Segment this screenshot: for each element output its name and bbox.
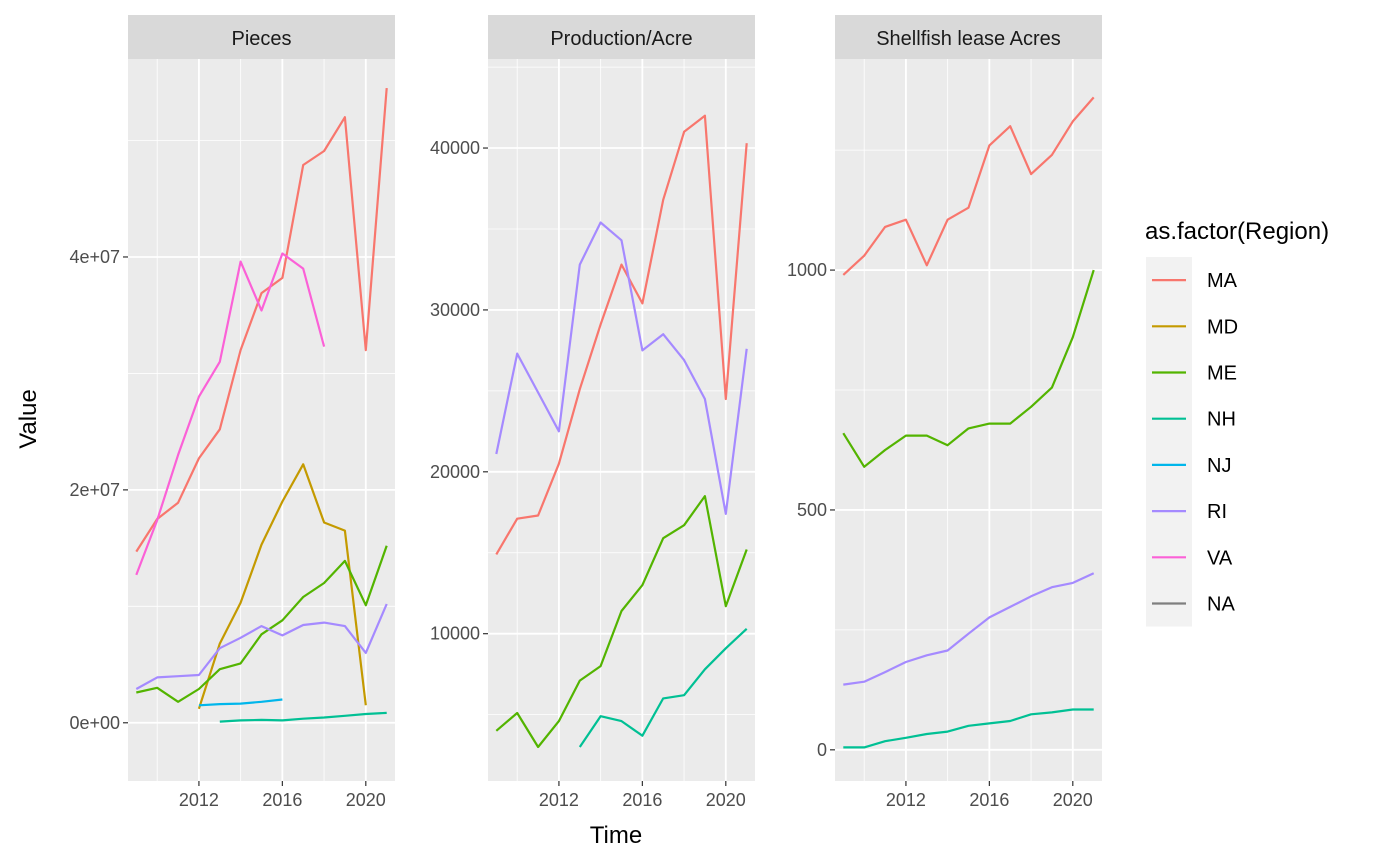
series-line-ri xyxy=(135,603,388,690)
y-tick-label: 1000 xyxy=(787,260,827,280)
x-tick-label: 2020 xyxy=(1053,790,1093,810)
x-axis-title: Time xyxy=(590,822,642,849)
series-line-ma xyxy=(842,96,1095,276)
y-tick-label: 40000 xyxy=(430,138,480,158)
series-line-ma xyxy=(495,114,748,555)
x-tick-label: 2016 xyxy=(622,790,662,810)
y-tick-label: 30000 xyxy=(430,300,480,320)
legend-label: MD xyxy=(1207,316,1238,338)
x-tick-label: 2012 xyxy=(539,790,579,810)
x-tick-label: 2020 xyxy=(346,790,386,810)
panel-background xyxy=(835,59,1102,781)
y-tick-label: 10000 xyxy=(430,624,480,644)
panel-background xyxy=(488,59,755,781)
legend-label: NH xyxy=(1207,409,1236,431)
series-line-md xyxy=(197,463,367,710)
series-line-nh xyxy=(843,708,1094,749)
panel-background xyxy=(128,59,395,781)
panel-strip xyxy=(488,15,755,59)
legend-label: NA xyxy=(1207,594,1235,616)
series-line-ma xyxy=(135,88,388,553)
series-line-me xyxy=(136,545,388,703)
series-line-nj xyxy=(198,698,283,707)
x-tick-label: 2012 xyxy=(886,790,926,810)
x-tick-label: 2016 xyxy=(262,790,302,810)
series-line-nh xyxy=(219,711,387,723)
y-tick-label: 4e+07 xyxy=(69,247,120,267)
series-line-me xyxy=(495,495,748,749)
series-line-va xyxy=(135,252,326,576)
series-line-ri xyxy=(843,572,1095,686)
panel-strip-label: Shellfish lease Acres xyxy=(876,28,1061,50)
legend-label: RI xyxy=(1207,501,1227,523)
y-tick-label: 2e+07 xyxy=(69,480,120,500)
series-line-ri xyxy=(495,221,748,515)
legend-title: as.factor(Region) xyxy=(1145,218,1329,245)
legend-label: MA xyxy=(1207,270,1238,292)
y-tick-label: 500 xyxy=(797,500,827,520)
panel-strip-label: Production/Acre xyxy=(550,28,692,50)
x-tick-label: 2012 xyxy=(179,790,219,810)
x-tick-label: 2016 xyxy=(969,790,1009,810)
y-axis-title: Value xyxy=(15,389,42,449)
panel-strip xyxy=(128,15,395,59)
series-line-me xyxy=(842,269,1095,468)
x-tick-label: 2020 xyxy=(706,790,746,810)
panel-strip xyxy=(835,15,1102,59)
y-tick-label: 0e+00 xyxy=(69,713,120,733)
legend-label: NJ xyxy=(1207,455,1231,477)
panel-strip-label: Pieces xyxy=(231,28,291,50)
y-tick-label: 20000 xyxy=(430,462,480,482)
y-tick-label: 0 xyxy=(817,740,827,760)
legend-label: ME xyxy=(1207,363,1237,385)
legend-key-background xyxy=(1146,257,1192,627)
legend-label: VA xyxy=(1207,547,1233,569)
series-line-nh xyxy=(578,627,748,748)
